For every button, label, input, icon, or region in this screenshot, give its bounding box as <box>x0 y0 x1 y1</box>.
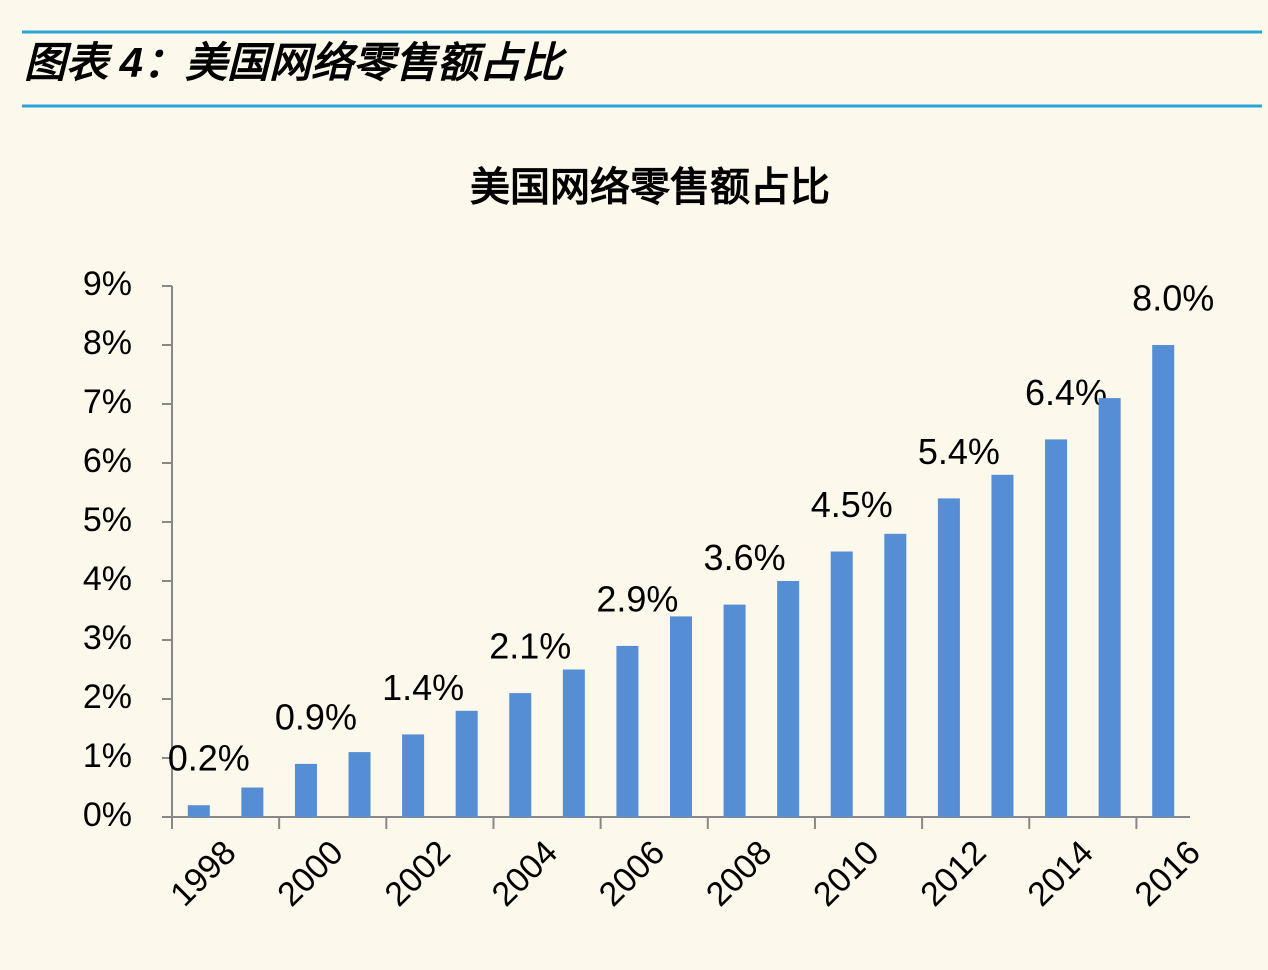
bar <box>1098 398 1121 817</box>
bar <box>670 616 692 817</box>
data-label: 5.4% <box>918 431 1000 472</box>
data-label: 1.4% <box>382 667 464 708</box>
data-label: 4.5% <box>811 484 893 525</box>
x-tick-label: 2008 <box>699 833 779 913</box>
x-tick-label: 2000 <box>270 833 350 913</box>
y-tick-label: 8% <box>83 324 132 362</box>
x-tick-label: 2016 <box>1128 833 1208 913</box>
bar <box>562 669 585 817</box>
y-tick-label: 4% <box>83 560 132 598</box>
data-label: 3.6% <box>704 537 786 578</box>
bar <box>241 787 264 817</box>
bar <box>991 474 1014 817</box>
y-tick-label: 3% <box>83 619 132 657</box>
bar <box>294 763 317 817</box>
data-label: 0.2% <box>168 738 250 779</box>
data-label: 2.1% <box>489 626 571 667</box>
data-label: 8.0% <box>1132 278 1214 319</box>
bar <box>187 805 210 817</box>
y-tick-label: 7% <box>83 383 132 421</box>
bar <box>348 752 371 817</box>
y-tick-label: 9% <box>83 265 132 303</box>
bar <box>1152 345 1175 817</box>
bar <box>777 581 800 817</box>
bar <box>830 551 853 817</box>
plot: 0% 1% 2% 3% 4% 5% 6% 7% 8% 9% 1998 0.2% 2000 0.9% 2002… <box>83 265 1214 914</box>
x-tick-label: 1998 <box>163 833 243 913</box>
x-tick-label: 2014 <box>1020 833 1100 913</box>
y-tick-label: 2% <box>83 678 132 716</box>
data-label: 2.9% <box>596 578 678 619</box>
x-tick-label: 2010 <box>806 833 886 913</box>
bar <box>616 645 639 817</box>
bar <box>937 498 960 817</box>
x-tick-label: 2002 <box>378 833 458 913</box>
bar <box>1045 439 1068 817</box>
y-tick-label: 5% <box>83 501 132 539</box>
bar <box>884 533 907 817</box>
y-tick-label: 0% <box>83 796 132 834</box>
header-title: 图表 4：美国网络零售额占比 <box>24 39 568 86</box>
x-tick-label: 2012 <box>913 833 993 913</box>
x-tick-label: 2006 <box>592 833 672 913</box>
x-tick-label: 2004 <box>485 833 565 913</box>
data-label: 0.9% <box>275 696 357 737</box>
bar <box>455 710 478 817</box>
bar <box>402 734 425 817</box>
y-tick-label: 1% <box>83 737 132 775</box>
bar <box>509 693 532 817</box>
y-tick-label: 6% <box>83 442 132 480</box>
bar <box>723 604 746 817</box>
chart-title: 美国网络零售额占比 <box>470 165 830 210</box>
data-label: 6.4% <box>1025 372 1107 413</box>
